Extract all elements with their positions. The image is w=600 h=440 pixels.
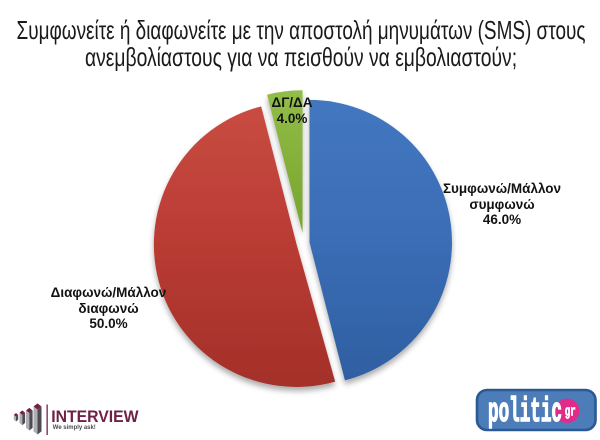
svg-text:INTERVIEW: INTERVIEW: [51, 408, 139, 426]
svg-text:We simply ask!: We simply ask!: [53, 425, 96, 431]
svg-text:gr: gr: [565, 404, 576, 421]
svg-text:politic: politic: [488, 394, 562, 432]
